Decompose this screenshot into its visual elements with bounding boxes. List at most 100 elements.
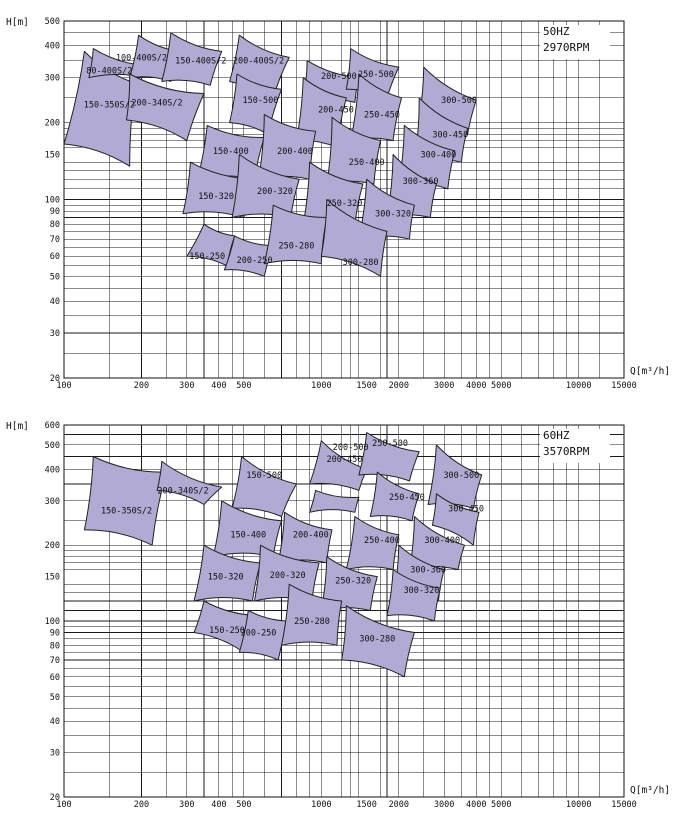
pump-label: 150-400 [230,531,266,541]
y-tick-label: 50 [50,272,60,282]
pump-label: 200-500 [321,72,357,82]
y-tick-label: 300 [45,74,60,84]
pump-label: 200-500 [333,443,369,453]
chart-0: 50HZ 2970RPM 150-350S/2 80-400S/2 100-400S/2… [6,17,670,391]
y-tick-label: 150 [45,151,60,161]
pump-region-200-400 [258,114,317,180]
pump-label: 300-320 [375,210,411,220]
pump-label: 200-400 [277,147,313,157]
pump-label: 300-400 [424,536,460,546]
y-axis-label: H[m] [6,421,29,432]
x-tick-label: 300 [179,800,194,810]
x-tick-label: 2000 [389,800,409,810]
pump-label: 200-450 [327,455,363,465]
pump-label: 200-250 [241,628,277,638]
pump-region-300-400 [409,516,465,571]
y-tick-label: 70 [50,656,60,666]
y-tick-label: 30 [50,329,60,339]
y-tick-label: 200 [45,541,60,551]
pump-region-250-320 [320,556,378,611]
y-tick-label: 80 [50,641,60,651]
pump-region-250-400 [345,516,400,571]
pump-region-250-450 [350,73,403,142]
y-tick-label: 80 [50,220,60,230]
pump-label: 200-320 [270,571,306,581]
y-tick-label: 90 [50,628,60,638]
y-tick-label: 400 [45,42,60,52]
pump-label: 200-400 [293,531,329,541]
rpm-label: 2970RPM [543,41,590,54]
y-tick-label: 20 [50,374,60,384]
freq-label: 60HZ [543,429,570,442]
pump-region-150-400 [212,500,282,558]
y-tick-label: 40 [50,717,60,727]
rpm-backdrop [540,429,610,463]
x-tick-label: 500 [236,800,251,810]
x-tick-label: 100 [56,800,71,810]
pump-label: 300-500 [441,96,477,106]
x-axis-label: Q[m³/h] [630,366,670,377]
pump-label: 300-280 [343,258,379,268]
y-tick-label: 90 [50,207,60,217]
y-tick-label: 60 [50,673,60,683]
chart-1: 60HZ 3570RPM 150-350S/2 200-340S/2 150-500 20… [6,421,670,810]
pump-label: 250-280 [294,617,330,627]
x-tick-label: 400 [211,800,226,810]
pump-region-250-280 [281,583,343,646]
pump-label: 250-320 [335,576,371,586]
pump-label: 150-250 [209,626,245,636]
y-tick-label: 300 [45,497,60,507]
y-tick-label: 500 [45,17,60,27]
x-tick-label: 10000 [566,381,592,391]
pump-label: 150-500 [243,96,279,106]
pump-regions [83,432,483,678]
x-tick-label: 200 [134,800,149,810]
rpm-backdrop [540,25,610,59]
pump-label: 250-450 [364,111,400,121]
x-tick-label: 15000 [611,381,637,391]
pump-region-250-500 [358,432,420,482]
y-tick-label: 60 [50,252,60,262]
pump-label: 200-340S/2 [131,98,182,108]
pump-label: 250-500 [372,439,408,449]
pump-label: 250-280 [278,242,314,252]
pump-label: 250-400 [349,158,385,168]
pump-region-300-320 [386,569,441,622]
pump-label: 150-250 [189,252,225,262]
pump-label: 150-400 [213,147,249,157]
pump-label: 300-450 [448,504,484,514]
y-tick-label: 200 [45,119,60,129]
pump-label: 200-340S/2 [157,486,208,496]
x-tick-label: 1000 [311,381,331,391]
x-tick-label: 5000 [491,800,511,810]
x-tick-label: 4000 [466,381,486,391]
x-tick-label: 3000 [434,381,454,391]
pump-label: 300-500 [443,471,479,481]
pump-label: 300-320 [404,586,440,596]
x-tick-label: 3000 [434,800,454,810]
pump-label: 150-320 [208,573,244,583]
y-tick-label: 40 [50,297,60,307]
pump-region-300-280 [320,199,388,277]
pump-region-300-450 [431,493,480,546]
pump-label: 150-350S/2 [101,506,152,516]
y-tick-label: 70 [50,235,60,245]
x-tick-label: 5000 [491,381,511,391]
x-tick-label: 1000 [311,800,331,810]
y-tick-label: 400 [45,465,60,475]
pump-label: 300-400 [420,151,456,161]
freq-label: 50HZ [543,25,570,38]
pump-label: 200-400S/2 [233,57,284,67]
pump-label: 300-280 [359,635,395,645]
x-tick-label: 10000 [566,800,592,810]
pump-label: 150-400S/2 [175,57,226,67]
pump-region-150-400s-2 [161,32,223,86]
pump-label: 300-450 [432,130,468,140]
pump-label: 150-320 [198,192,234,202]
pump-labels: 150-350S/2 80-400S/2 100-400S/2 200-340S/2 1… [84,53,477,267]
x-tick-label: 400 [211,381,226,391]
y-tick-label: 600 [45,421,60,431]
y-tick-label: 100 [45,617,60,627]
pump-labels: 150-350S/2 200-340S/2 150-500 200-500 250-50… [101,439,484,645]
